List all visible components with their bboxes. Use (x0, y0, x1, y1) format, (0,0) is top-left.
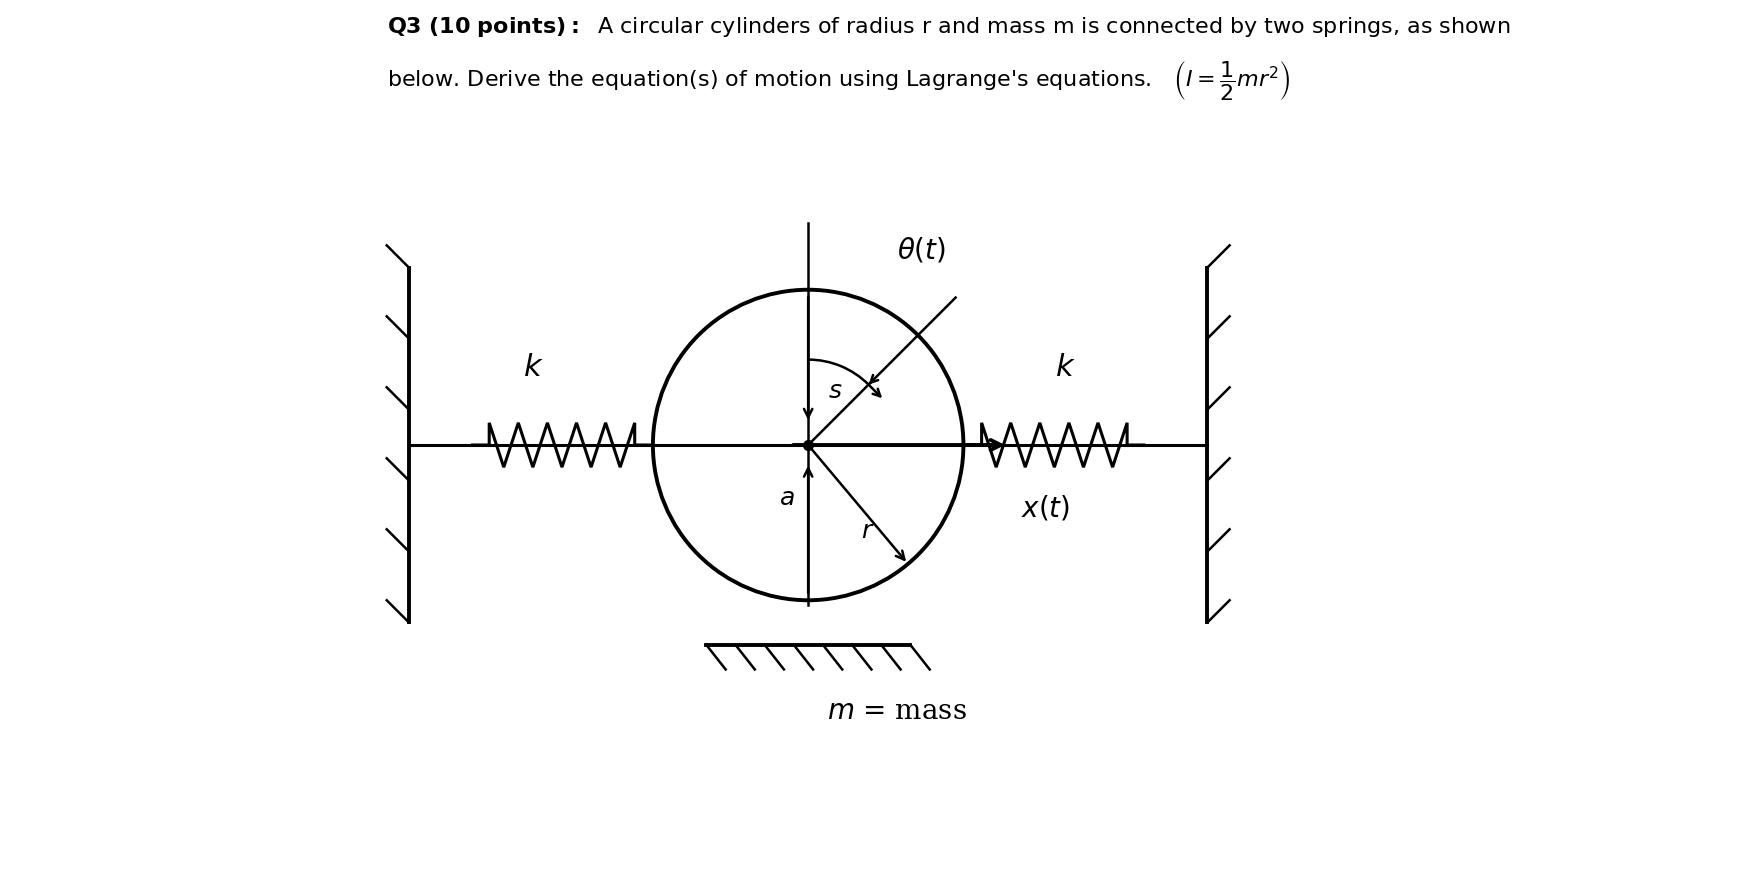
Text: $k$: $k$ (1054, 352, 1075, 383)
Text: $m$ = mass: $m$ = mass (826, 698, 967, 724)
Text: $r$: $r$ (861, 521, 875, 544)
Text: $s$: $s$ (828, 380, 842, 403)
Text: $k$: $k$ (522, 352, 543, 383)
Text: $a$: $a$ (779, 487, 795, 510)
Text: $\theta(t)$: $\theta(t)$ (896, 235, 946, 264)
Text: $x(t)$: $x(t)$ (1021, 494, 1069, 522)
Text: below. Derive the equation(s) of motion using Lagrange's equations.$\quad\left(I: below. Derive the equation(s) of motion … (386, 59, 1290, 102)
Text: $\mathbf{Q3\ (10\ points):}$  A circular cylinders of radius r and mass m is con: $\mathbf{Q3\ (10\ points):}$ A circular … (386, 15, 1509, 38)
